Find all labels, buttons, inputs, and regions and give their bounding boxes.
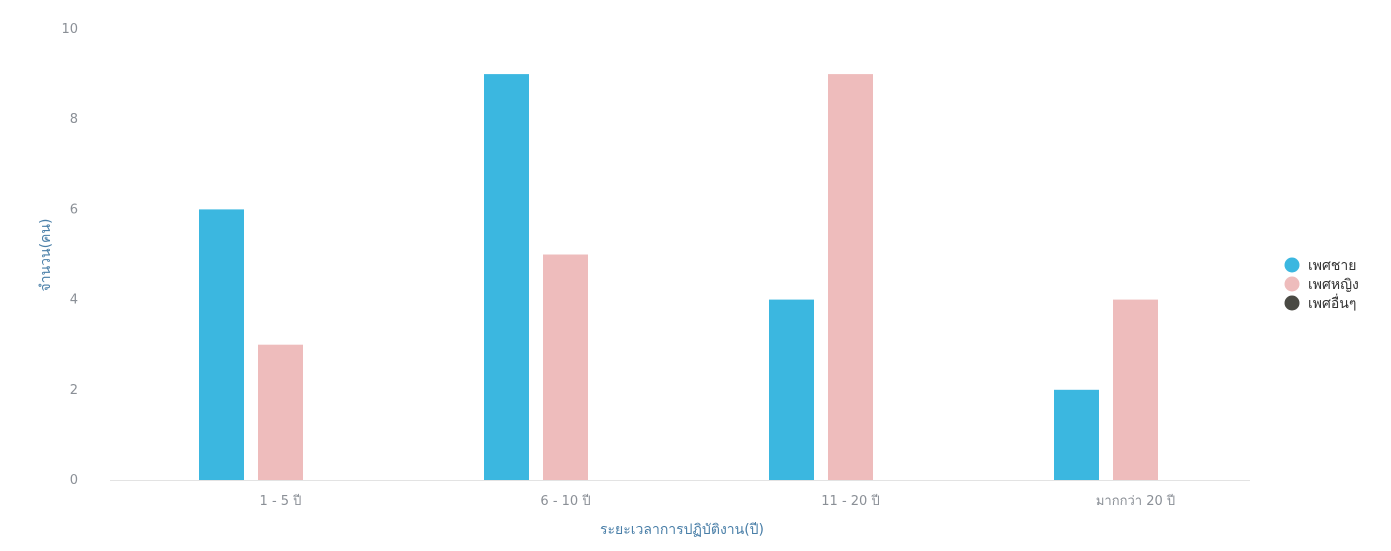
bar[interactable]: [484, 74, 529, 480]
y-axis-title: จำนวน(คน): [38, 219, 54, 292]
bar[interactable]: [1113, 299, 1158, 480]
legend-label: เพศหญิง: [1308, 277, 1359, 293]
legend-marker: [1284, 276, 1300, 292]
bar[interactable]: [543, 254, 588, 481]
bar[interactable]: [769, 299, 814, 480]
legend-item: เพศชาย: [1284, 257, 1356, 274]
x-tick-label: 1 - 5 ปี: [260, 493, 302, 509]
x-tick-label: มากกว่า 20 ปี: [1096, 493, 1175, 509]
x-axis-title: ระยะเวลาการปฏิบัติงาน(ปี): [600, 522, 764, 538]
bar[interactable]: [199, 209, 244, 480]
legend-item: เพศหญิง: [1284, 276, 1359, 293]
bars: [199, 74, 1158, 480]
y-tick-label: 10: [61, 22, 78, 37]
bar[interactable]: [1054, 389, 1099, 480]
y-tick-label: 0: [70, 473, 78, 488]
legend-marker: [1284, 295, 1300, 311]
y-axis-ticks: 0 2 4 6 8 10: [61, 22, 78, 488]
legend-item: เพศอื่นๆ: [1284, 294, 1356, 312]
y-tick-label: 6: [70, 202, 78, 217]
bar[interactable]: [828, 74, 873, 480]
x-axis-ticks: 1 - 5 ปี 6 - 10 ปี 11 - 20 ปี มากกว่า 20 ปี: [260, 493, 1176, 509]
y-tick-label: 8: [70, 112, 78, 127]
x-tick-label: 6 - 10 ปี: [540, 493, 590, 509]
y-tick-label: 2: [70, 383, 78, 398]
legend-label: เพศชาย: [1308, 258, 1356, 274]
bar[interactable]: [258, 344, 303, 480]
legend-marker: [1284, 257, 1300, 273]
y-tick-label: 4: [70, 293, 78, 308]
x-tick-label: 11 - 20 ปี: [821, 493, 879, 509]
legend-label: เพศอื่นๆ: [1308, 294, 1356, 312]
